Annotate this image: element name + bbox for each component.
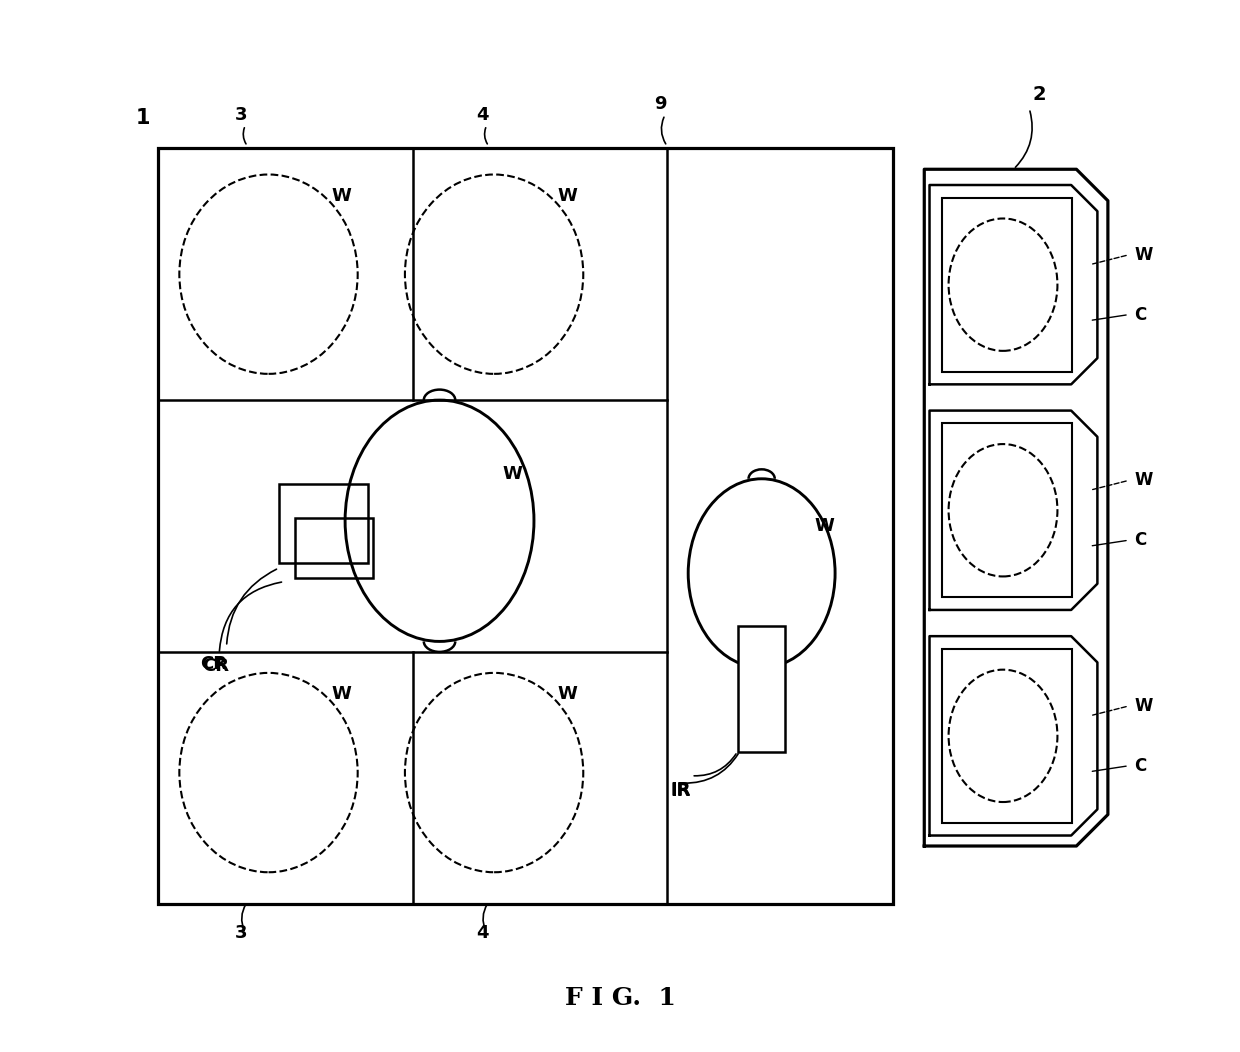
Text: 9: 9	[655, 96, 667, 114]
Text: F I G.  1: F I G. 1	[564, 986, 676, 1010]
Text: W: W	[1135, 696, 1152, 715]
Bar	[942, 198, 1071, 371]
Text: W: W	[815, 518, 835, 535]
Text: W: W	[557, 685, 577, 703]
Text: IR: IR	[671, 782, 691, 800]
Text: C: C	[1135, 305, 1146, 324]
Bar	[942, 649, 1071, 823]
Bar	[738, 626, 785, 751]
Text: 4: 4	[476, 925, 489, 943]
Text: W: W	[331, 187, 351, 205]
Text: 4: 4	[476, 106, 489, 124]
Bar	[942, 423, 1071, 598]
Text: W: W	[1135, 471, 1152, 489]
Text: IR: IR	[671, 782, 691, 800]
Text: 3: 3	[234, 106, 248, 124]
Bar	[159, 148, 893, 904]
Text: 2: 2	[1033, 85, 1047, 104]
Text: CR: CR	[201, 655, 227, 673]
Text: W: W	[331, 685, 351, 703]
Text: W: W	[1135, 246, 1152, 264]
Text: C: C	[1135, 756, 1146, 774]
Text: 3: 3	[234, 925, 248, 943]
Text: W: W	[557, 187, 577, 205]
Bar	[279, 484, 368, 563]
Text: C: C	[1135, 531, 1146, 549]
Text: W: W	[502, 465, 522, 483]
Text: CR: CR	[202, 656, 229, 674]
Text: 1: 1	[135, 108, 150, 128]
Bar	[295, 518, 373, 579]
